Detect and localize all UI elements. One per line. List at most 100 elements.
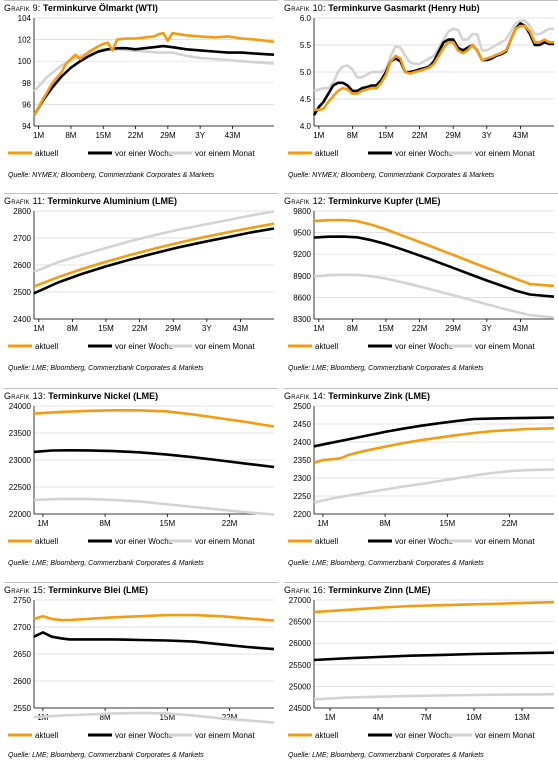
legend-label-monat: vor einem Monat (475, 537, 535, 546)
y-tick-label: 22500 (9, 483, 32, 492)
series-line-aktuell (33, 409, 275, 428)
divider-line (4, 388, 278, 389)
chart-title: Grafik 10: Terminkurve Gasmarkt (Henry H… (284, 3, 480, 13)
chart-title: Grafik 12: Terminkurve Kupfer (LME) (284, 196, 441, 206)
chart-panel-kupfer: Grafik 12: Terminkurve Kupfer (LME) 8300… (284, 193, 558, 381)
y-tick-label: 26000 (289, 639, 312, 648)
y-tick-label: 9200 (293, 250, 311, 259)
legend-label-monat: vor einem Monat (475, 149, 535, 158)
legend-label-aktuell: aktuell (35, 342, 58, 351)
x-tick-label: 1M (33, 324, 44, 333)
series-line-monat (33, 210, 275, 274)
x-tick-label: 3Y (482, 324, 492, 333)
series-line-woche (313, 651, 555, 662)
chart-title: Grafik 16: Terminkurve Zinn (LME) (284, 585, 431, 595)
series-line-aktuell (33, 613, 275, 622)
series-line-woche (313, 416, 555, 448)
legend-label-monat: vor einem Monat (195, 731, 255, 740)
series-line-aktuell (313, 600, 555, 614)
series-line-aktuell (313, 218, 555, 288)
divider-line (4, 0, 278, 1)
chart-area: 2400 2500 2600 2700 2800 1M 8M 15M 22M 29M 3Y 43M ak… (8, 207, 275, 351)
x-tick-label: 3Y (482, 131, 492, 140)
y-tick-label: 27000 (289, 596, 312, 605)
chart-area: 24500 25000 25500 26000 26500 27000 1M 4M 7M 10M 1… (288, 596, 555, 740)
x-tick-label: 15M (440, 519, 456, 528)
x-tick-label: 43M (513, 131, 529, 140)
y-tick-label: 2650 (13, 650, 31, 659)
y-tick-label: 4.0 (300, 122, 312, 131)
x-tick-label: 8M (65, 131, 76, 140)
x-tick-label: 29M (160, 131, 176, 140)
chart-panel-aluminium: Grafik 11: Terminkurve Aluminium (LME) 2… (4, 193, 278, 381)
chart-panel-zink: Grafik 14: Terminkurve Zink (LME) 2200 22… (284, 388, 558, 576)
legend-label-woche: vor einer Woche (395, 537, 454, 546)
x-tick-label: 43M (513, 324, 529, 333)
legend-label-woche: vor einer Woche (395, 342, 454, 351)
legend-label-aktuell: aktuell (35, 537, 58, 546)
y-tick-label: 9800 (293, 207, 311, 216)
y-tick-label: 2750 (13, 596, 31, 605)
divider-line (284, 0, 558, 1)
x-tick-label: 8M (67, 324, 78, 333)
chart-panel-oel: Grafik 9: Terminkurve Ölmarkt (WTI) 94 96… (4, 0, 278, 188)
y-tick-label: 6.0 (300, 14, 312, 23)
x-tick-label: 22M (412, 324, 428, 333)
x-tick-label: 3Y (195, 131, 205, 140)
x-tick-label: 3Y (202, 324, 212, 333)
legend-label-woche: vor einer Woche (115, 149, 174, 158)
y-tick-label: 2400 (293, 438, 311, 447)
x-tick-label: 15M (95, 131, 111, 140)
y-tick-label: 4.5 (300, 95, 312, 104)
legend-label-woche: vor einer Woche (395, 731, 454, 740)
legend-label-woche: vor einer Woche (115, 342, 174, 351)
y-tick-label: 8600 (293, 293, 311, 302)
chart-source: Quelle: LME; Bloomberg, Commerzbank Corp… (288, 560, 484, 567)
y-tick-label: 2600 (13, 677, 31, 686)
series-line-aktuell (33, 222, 275, 288)
x-tick-label: 8M (347, 131, 358, 140)
legend-label-monat: vor einem Monat (475, 731, 535, 740)
y-tick-label: 5.0 (300, 68, 312, 77)
x-tick-label: 43M (225, 131, 241, 140)
y-tick-label: 2550 (13, 704, 31, 713)
y-tick-label: 104 (18, 14, 32, 23)
chart-title: Grafik 15: Terminkurve Blei (LME) (4, 585, 149, 595)
chart-area: 22000 22500 23000 23500 24000 1M 8M 15M 22M aktue… (8, 402, 275, 546)
y-tick-label: 100 (18, 57, 32, 66)
x-tick-label: 8M (100, 519, 111, 528)
y-tick-label: 2250 (293, 492, 311, 501)
chart-source: Quelle: NYMEX; Bloomberg, Commerzbank Co… (8, 172, 215, 179)
series-line-woche (32, 44, 275, 116)
y-tick-label: 2400 (13, 315, 31, 324)
x-tick-label: 8M (100, 713, 111, 722)
chart-source: Quelle: LME; Bloomberg, Commerzbank Corp… (288, 365, 484, 372)
x-tick-label: 15M (98, 324, 114, 333)
chart-area: 2200 2250 2300 2350 2400 2450 2500 1M 8M 15M 22M ak… (288, 402, 555, 546)
legend-label-monat: vor einem Monat (475, 342, 535, 351)
chart-area: 4.0 4.5 5.0 5.5 6.0 1M 8M 15M 22M 29M 3Y 43M aktuell… (288, 14, 554, 158)
legend-label-monat: vor einem Monat (195, 149, 255, 158)
y-tick-label: 26500 (289, 618, 312, 627)
x-tick-label: 29M (445, 324, 461, 333)
divider-line (284, 193, 558, 194)
x-tick-label: 22M (128, 131, 144, 140)
legend-label-monat: vor einem Monat (195, 342, 255, 351)
y-tick-label: 2700 (13, 623, 31, 632)
series-line-woche (33, 631, 275, 651)
series-line-monat (33, 47, 275, 93)
series-line-woche (312, 22, 554, 116)
x-tick-label: 4M (372, 713, 383, 722)
series-line-aktuell (32, 31, 275, 116)
y-tick-label: 8300 (293, 315, 311, 324)
x-tick-label: 15M (160, 519, 176, 528)
divider-line (284, 582, 558, 583)
chart-area: 94 96 98 100 102 104 1M 8M 15M 22M 29M 3Y 43M aktuell… (8, 14, 275, 158)
series-line-monat (33, 497, 275, 516)
chart-panel-nickel: Grafik 13: Terminkurve Nickel (LME) 2200… (4, 388, 278, 576)
x-tick-label: 13M (514, 713, 530, 722)
legend-label-woche: vor einer Woche (395, 149, 454, 158)
x-tick-label: 15M (160, 713, 176, 722)
chart-source: Quelle: LME; Bloomberg, Commerzbank Corp… (8, 365, 204, 372)
